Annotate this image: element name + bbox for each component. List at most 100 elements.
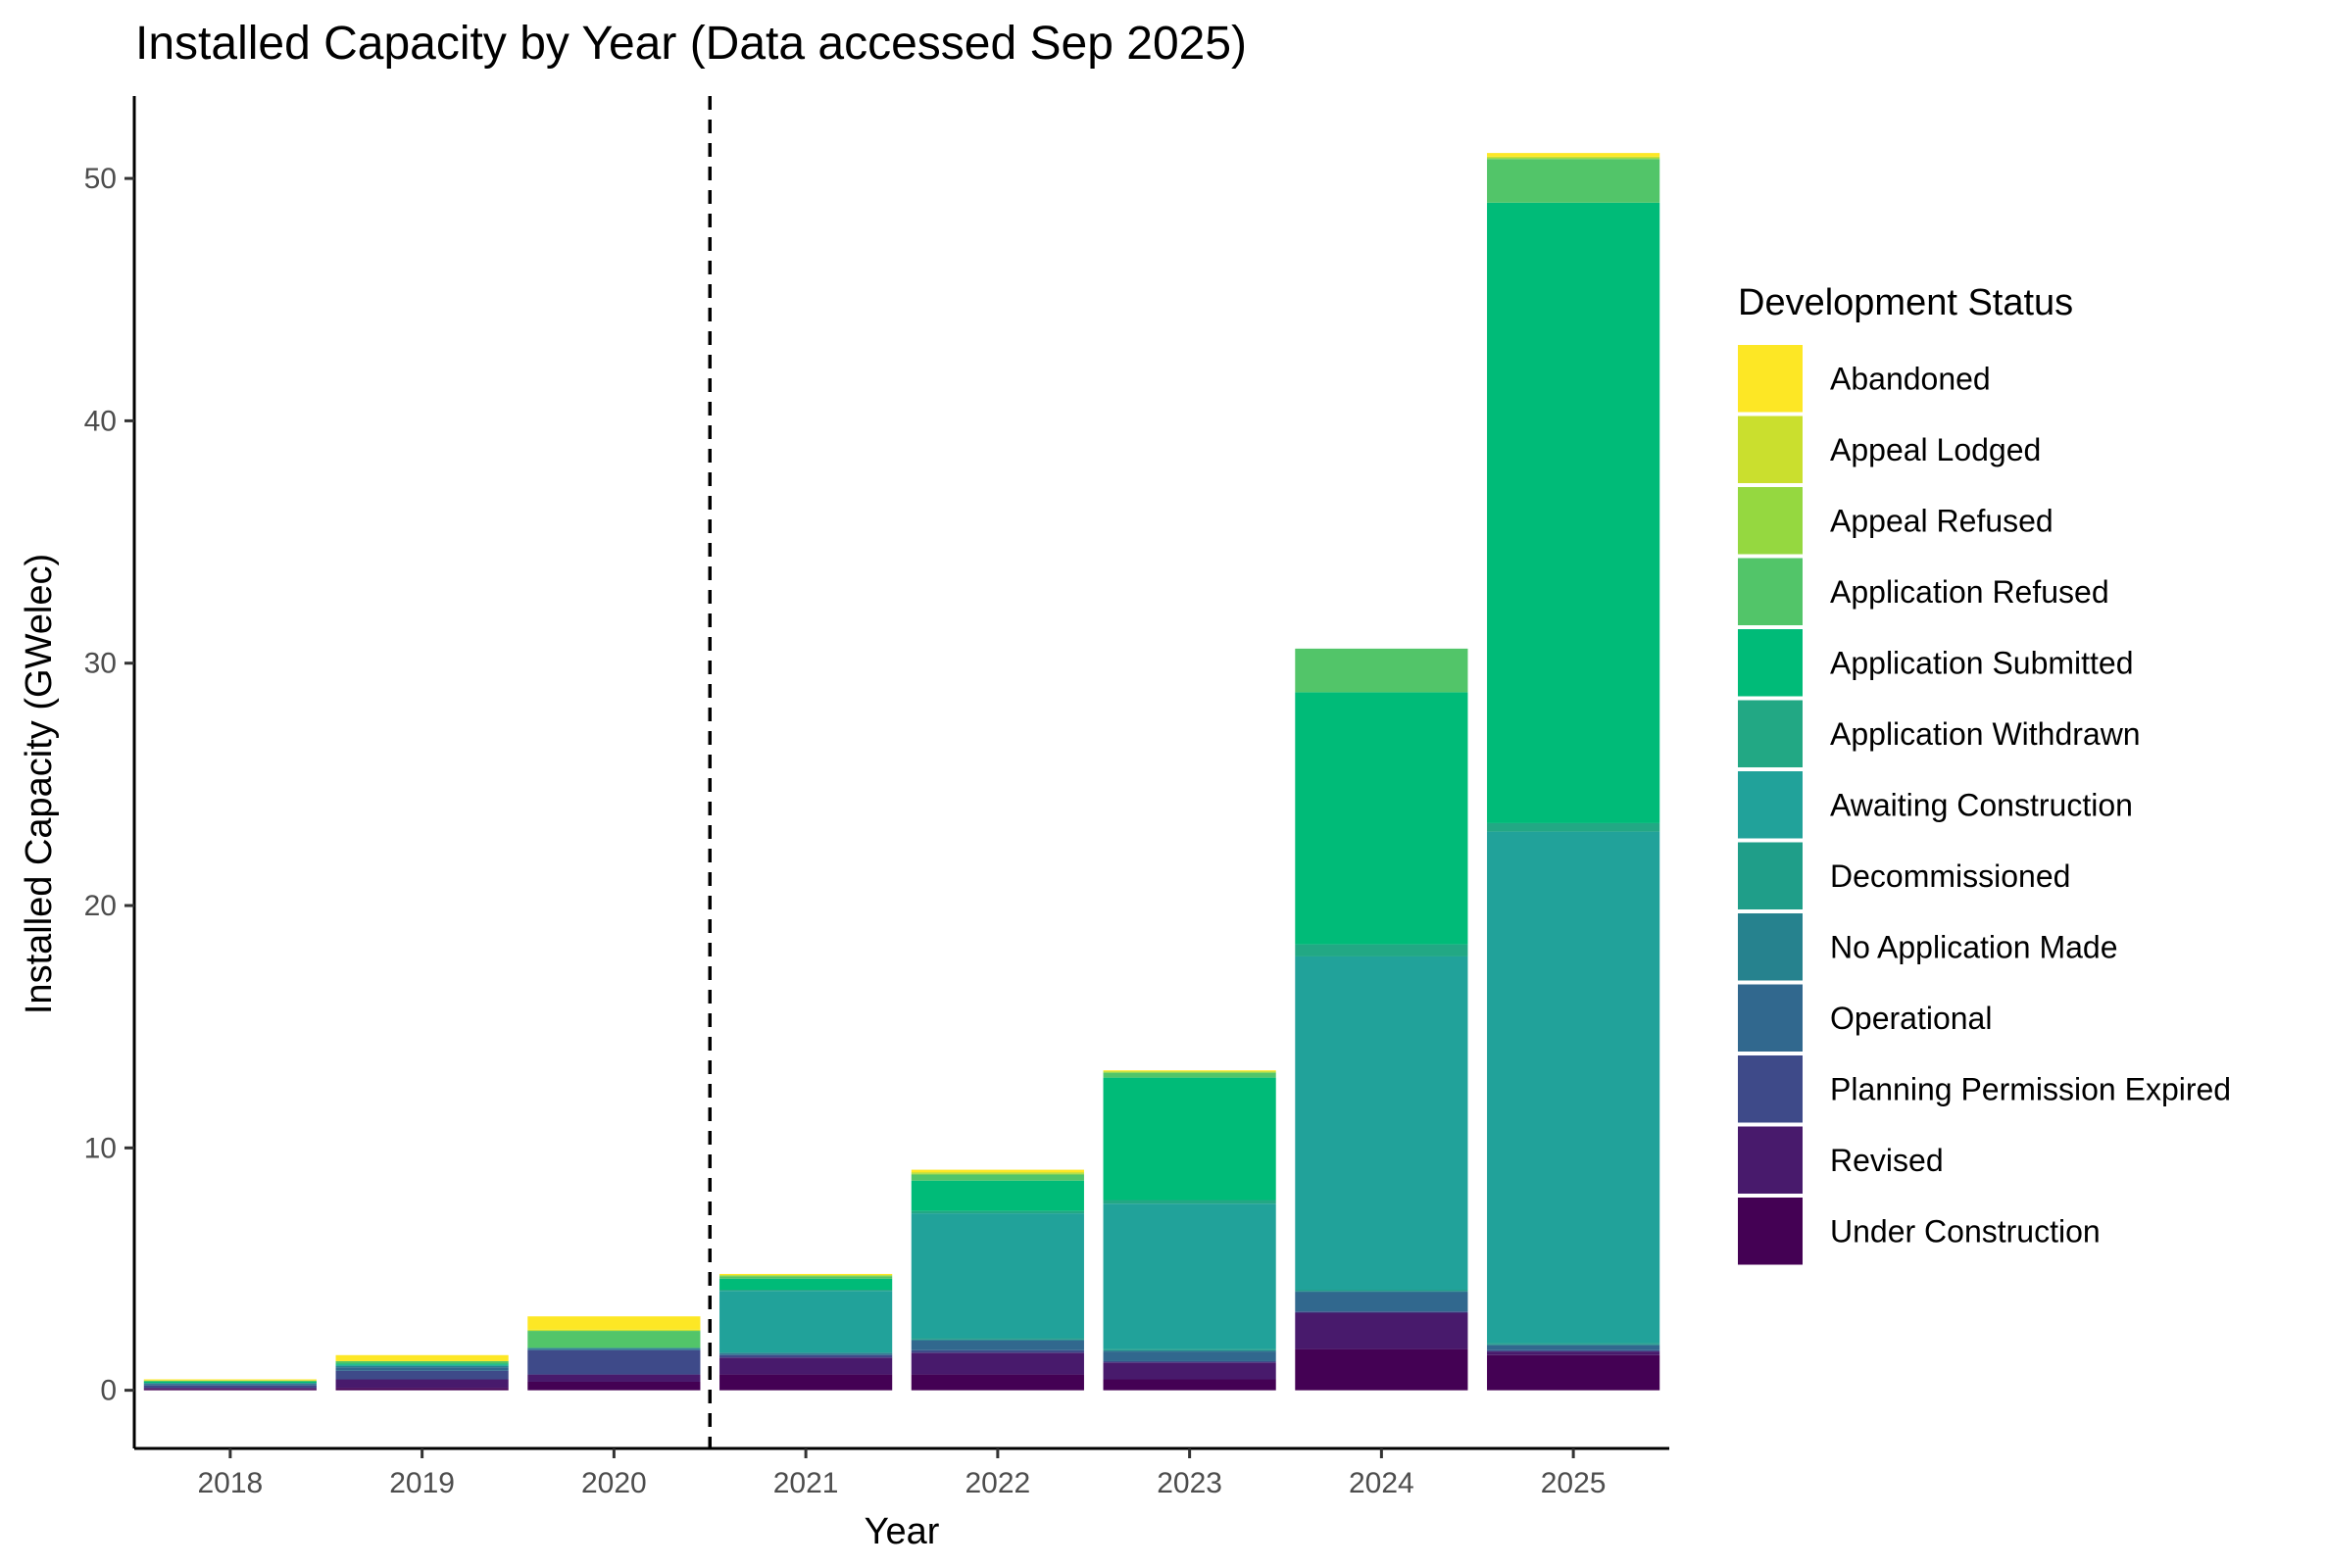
y-tick-label-20: 20: [84, 890, 117, 922]
legend-key-abandoned: [1738, 345, 1803, 413]
x-tick-label-2022: 2022: [965, 1467, 1031, 1499]
bar-segment-2024-awaiting-construction: [1295, 956, 1468, 1291]
bar-segment-2021-planning-permission-expired: [719, 1354, 893, 1358]
bar-segment-2019-abandoned: [335, 1354, 509, 1361]
bar-segment-2024-revised: [1295, 1312, 1468, 1349]
bar-segment-2019-application-refused: [335, 1360, 509, 1364]
legend-key-application-refused: [1738, 558, 1803, 625]
bar-segment-2021-no-application-made: [719, 1352, 893, 1354]
bar-segment-2025-appeal-lodged: [1487, 156, 1660, 159]
bar-segment-2023-decommissioned: [1103, 1348, 1276, 1350]
bar-segment-2024-no-application-made: [1295, 1291, 1468, 1293]
bar-segment-2025-application-withdrawn: [1487, 822, 1660, 832]
bar-segment-2019-under-construction: [335, 1388, 509, 1391]
bar-segment-2022-appeal-lodged: [911, 1172, 1084, 1174]
y-tick-label-10: 10: [84, 1132, 117, 1164]
bar-segment-2025-under-construction: [1487, 1354, 1660, 1391]
legend-key-application-submitted: [1738, 629, 1803, 697]
bar-segment-2019-application-submitted: [335, 1363, 509, 1365]
bar-segment-2018-application-submitted: [143, 1381, 317, 1384]
chart-title: Installed Capacity by Year (Data accesse…: [135, 18, 1247, 70]
legend-label-under-construction: Under Construction: [1830, 1213, 2101, 1249]
bar-segment-2020-under-construction: [527, 1381, 701, 1391]
bar-segment-2018-abandoned: [143, 1379, 317, 1381]
bar-segment-2018-planning-permission-expired: [143, 1385, 317, 1389]
bar-segment-2022-operational: [911, 1340, 1084, 1350]
legend-key-appeal-lodged: [1738, 416, 1803, 483]
bar-segment-2020-operational: [527, 1348, 701, 1350]
bar-segment-2020-application-refused: [527, 1331, 701, 1348]
x-tick-label-2025: 2025: [1541, 1467, 1607, 1499]
bars-layer: [143, 153, 1660, 1391]
legend-label-planning-permission-expired: Planning Permission Expired: [1830, 1071, 2231, 1106]
bar-segment-2022-planning-permission-expired: [911, 1349, 1084, 1353]
bar-segment-2024-decommissioned: [1295, 1290, 1468, 1292]
y-tick-label-30: 30: [84, 648, 117, 680]
bar-segment-2022-awaiting-construction: [911, 1213, 1084, 1339]
x-tick-label-2020: 2020: [581, 1467, 647, 1499]
bar-segment-2024-application-submitted: [1295, 692, 1468, 945]
bar-segment-2024-under-construction: [1295, 1348, 1468, 1391]
bar-segment-2022-application-submitted: [911, 1180, 1084, 1211]
bar-segment-2023-application-submitted: [1103, 1077, 1276, 1200]
bar-segment-2020-revised: [527, 1374, 701, 1382]
bar-segment-2024-application-refused: [1295, 648, 1468, 693]
legend: Abandoned Appeal Lodged Appeal Refused Appl…: [1738, 345, 2231, 1265]
bar-segment-2022-application-refused: [911, 1174, 1084, 1181]
bar-segment-2022-no-application-made: [911, 1339, 1084, 1341]
legend-key-appeal-refused: [1738, 487, 1803, 555]
bar-segment-2020-appeal-lodged: [527, 1329, 701, 1332]
bar-segment-2023-abandoned: [1103, 1070, 1276, 1072]
bar-segment-2019-operational: [335, 1367, 509, 1371]
x-tick-label-2023: 2023: [1157, 1467, 1222, 1499]
bar-segment-2018-no-application-made: [143, 1383, 317, 1385]
bar-segment-2025-operational: [1487, 1345, 1660, 1350]
legend-label-awaiting-construction: Awaiting Construction: [1830, 787, 2133, 822]
bar-segment-2019-planning-permission-expired: [335, 1370, 509, 1380]
bar-segment-2019-revised: [335, 1379, 509, 1389]
bar-segment-2021-application-submitted: [719, 1278, 893, 1291]
bar-segment-2025-decommissioned: [1487, 1343, 1660, 1345]
bar-segment-2022-decommissioned: [911, 1338, 1084, 1340]
legend-key-awaiting-construction: [1738, 771, 1803, 839]
bar-segment-2018-application-refused: [143, 1380, 317, 1382]
bar-segment-2024-planning-permission-expired: [1295, 1311, 1468, 1313]
y-axis-title: Installed Capacity (GWelec): [19, 554, 60, 1014]
bar-segment-2025-no-application-made: [1487, 1344, 1660, 1346]
bar-segment-2023-under-construction: [1103, 1379, 1276, 1391]
bar-segment-2025-appeal-refused: [1487, 158, 1660, 160]
bar-segment-2019-no-application-made: [335, 1365, 509, 1368]
bar-segment-2019-awaiting-construction: [335, 1364, 509, 1366]
legend-label-appeal-refused: Appeal Refused: [1830, 503, 2054, 538]
bar-segment-2021-under-construction: [719, 1374, 893, 1391]
bar-segment-2025-application-refused: [1487, 159, 1660, 203]
y-tick-label-0: 0: [100, 1375, 117, 1407]
legend-key-planning-permission-expired: [1738, 1055, 1803, 1123]
bar-segment-2025-planning-permission-expired: [1487, 1349, 1660, 1352]
legend-label-no-application-made: No Application Made: [1830, 929, 2118, 964]
bar-segment-2021-appeal-refused: [719, 1275, 893, 1277]
bar-segment-2018-operational: [143, 1384, 317, 1386]
bar-segment-2022-abandoned: [911, 1169, 1084, 1173]
bar-segment-2020-abandoned: [527, 1316, 701, 1330]
bar-segment-2025-revised: [1487, 1351, 1660, 1355]
legend-label-decommissioned: Decommissioned: [1830, 858, 2070, 894]
bar-segment-2018-under-construction: [143, 1389, 317, 1391]
bar-segment-2023-operational: [1103, 1351, 1276, 1361]
legend-label-abandoned: Abandoned: [1830, 361, 1991, 396]
bar-segment-2022-application-withdrawn: [911, 1210, 1084, 1214]
bar-segment-2024-application-withdrawn: [1295, 944, 1468, 956]
bar-segment-2023-application-withdrawn: [1103, 1200, 1276, 1204]
legend-key-operational: [1738, 984, 1803, 1052]
bar-segment-2025-application-submitted: [1487, 202, 1660, 823]
bar-segment-2022-revised: [911, 1352, 1084, 1375]
x-tick-label-2019: 2019: [389, 1467, 455, 1499]
legend-label-operational: Operational: [1830, 1001, 1992, 1036]
bar-segment-2022-appeal-refused: [911, 1173, 1084, 1175]
bar-segment-2021-application-refused: [719, 1276, 893, 1279]
bar-segment-2025-awaiting-construction: [1487, 831, 1660, 1344]
bar-segment-2021-operational: [719, 1353, 893, 1355]
bar-segment-2020-planning-permission-expired: [527, 1349, 701, 1375]
